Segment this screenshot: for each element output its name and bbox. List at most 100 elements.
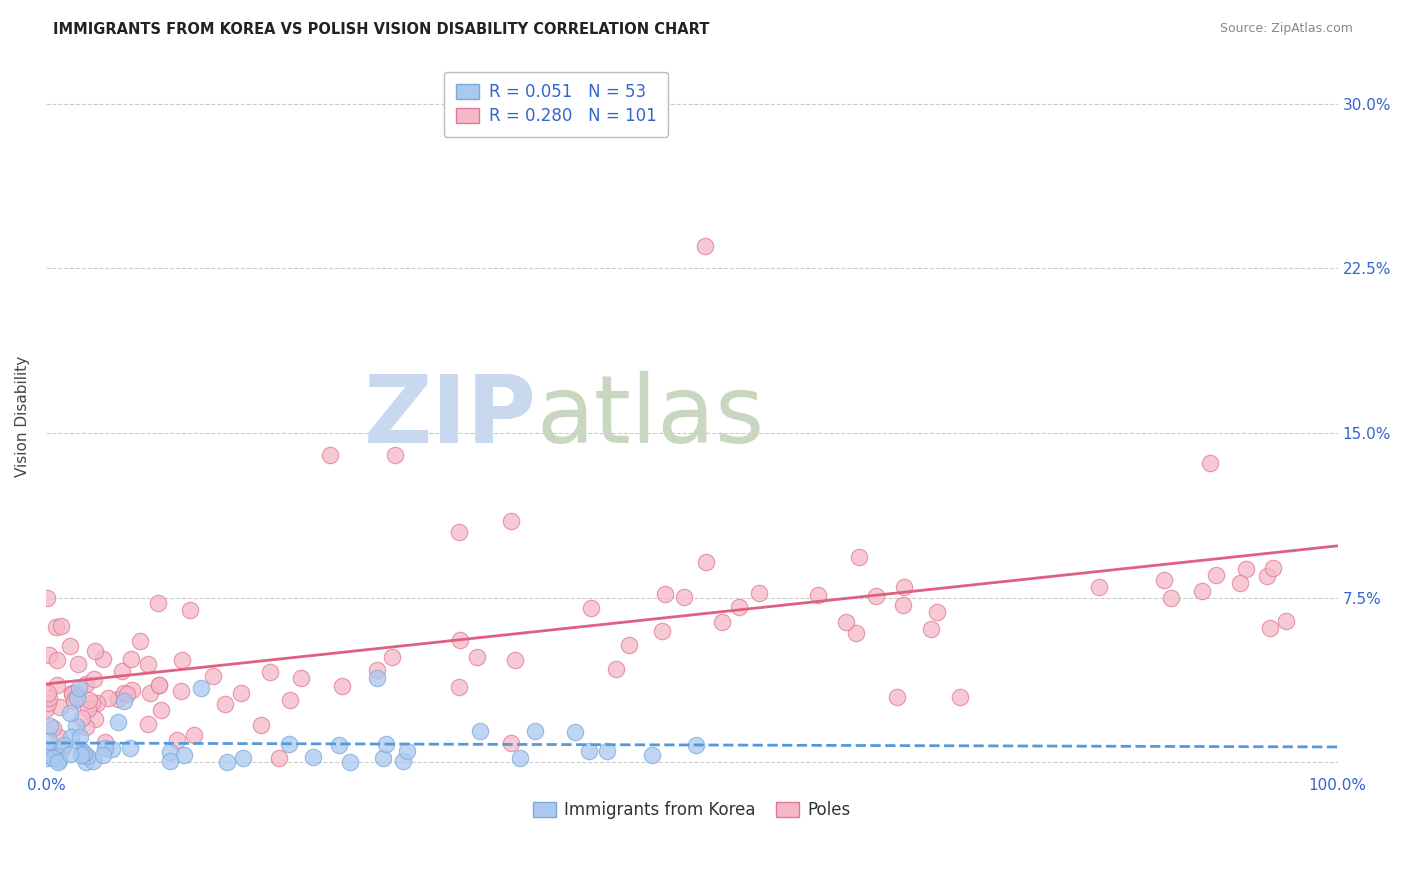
- Point: [259, 665, 281, 679]
- Point: [120, 741, 142, 756]
- Point: [1153, 573, 1175, 587]
- Point: [59, 640, 82, 654]
- Point: [641, 747, 664, 762]
- Point: [83, 644, 105, 658]
- Point: [42, 751, 65, 765]
- Y-axis label: Vision Disability: Vision Disability: [15, 356, 30, 477]
- Point: [229, 686, 252, 700]
- Point: [70, 711, 93, 725]
- Point: [1191, 584, 1213, 599]
- Point: [159, 754, 181, 768]
- Point: [66, 657, 89, 671]
- Point: [129, 634, 152, 648]
- Point: [77, 693, 100, 707]
- Point: [48, 753, 70, 767]
- Point: [60, 686, 83, 700]
- Point: [38, 691, 60, 706]
- Point: [396, 744, 419, 758]
- Point: [232, 750, 254, 764]
- Point: [83, 672, 105, 686]
- Point: [75, 756, 97, 770]
- Point: [470, 724, 492, 739]
- Point: [1160, 591, 1182, 606]
- Point: [339, 755, 361, 769]
- Point: [37, 591, 59, 605]
- Point: [120, 652, 142, 666]
- Point: [86, 696, 108, 710]
- Point: [84, 712, 107, 726]
- Point: [112, 686, 135, 700]
- Text: Source: ZipAtlas.com: Source: ZipAtlas.com: [1219, 22, 1353, 36]
- Point: [51, 742, 73, 756]
- Point: [564, 724, 586, 739]
- Point: [695, 555, 717, 569]
- Point: [76, 748, 98, 763]
- Point: [46, 678, 69, 692]
- Point: [449, 524, 471, 539]
- Point: [70, 744, 93, 758]
- Point: [38, 747, 60, 761]
- Point: [66, 689, 89, 703]
- Point: [366, 663, 388, 677]
- Point: [183, 728, 205, 742]
- Point: [201, 668, 224, 682]
- Point: [39, 719, 62, 733]
- Point: [107, 692, 129, 706]
- Point: [302, 749, 325, 764]
- Point: [449, 633, 471, 648]
- Point: [111, 664, 134, 678]
- Text: atlas: atlas: [537, 370, 765, 463]
- Point: [148, 678, 170, 692]
- Point: [65, 719, 87, 733]
- Point: [97, 691, 120, 706]
- Point: [69, 747, 91, 762]
- Point: [112, 693, 135, 707]
- Point: [62, 694, 84, 708]
- Point: [499, 514, 522, 528]
- Point: [727, 600, 749, 615]
- Point: [101, 742, 124, 756]
- Point: [59, 747, 82, 761]
- Point: [46, 653, 69, 667]
- Point: [925, 605, 948, 619]
- Point: [37, 696, 59, 710]
- Point: [150, 703, 173, 717]
- Point: [1198, 456, 1220, 470]
- Point: [384, 448, 406, 462]
- Point: [82, 754, 104, 768]
- Point: [45, 620, 67, 634]
- Point: [93, 741, 115, 756]
- Point: [69, 730, 91, 744]
- Point: [62, 687, 84, 701]
- Point: [710, 615, 733, 629]
- Point: [886, 690, 908, 705]
- Point: [52, 739, 75, 753]
- Point: [170, 652, 193, 666]
- Point: [278, 693, 301, 707]
- Point: [38, 733, 60, 747]
- Point: [75, 676, 97, 690]
- Point: [328, 738, 350, 752]
- Point: [91, 747, 114, 762]
- Point: [77, 702, 100, 716]
- Point: [848, 549, 870, 564]
- Point: [58, 706, 80, 720]
- Point: [179, 603, 201, 617]
- Point: [217, 755, 239, 769]
- Point: [117, 687, 139, 701]
- Point: [503, 653, 526, 667]
- Point: [596, 744, 619, 758]
- Point: [373, 751, 395, 765]
- Legend: Immigrants from Korea, Poles: Immigrants from Korea, Poles: [526, 795, 858, 826]
- Point: [214, 697, 236, 711]
- Point: [509, 750, 531, 764]
- Point: [138, 716, 160, 731]
- Point: [66, 690, 89, 705]
- Point: [59, 730, 82, 744]
- Point: [891, 598, 914, 612]
- Point: [136, 657, 159, 672]
- Point: [121, 682, 143, 697]
- Point: [672, 591, 695, 605]
- Point: [893, 580, 915, 594]
- Point: [267, 751, 290, 765]
